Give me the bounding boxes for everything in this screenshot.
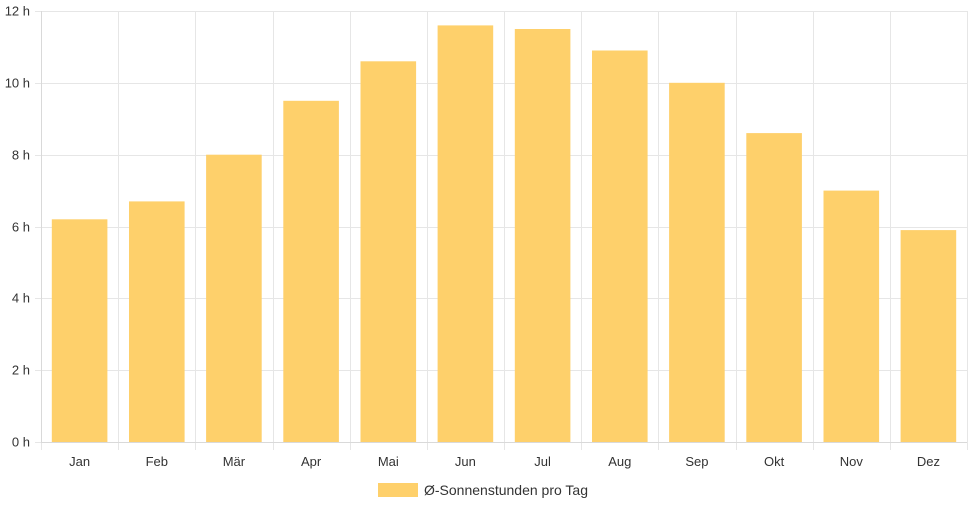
y-tick-label: 2 h [12, 363, 30, 378]
bars [51, 25, 957, 443]
bar-jul[interactable] [514, 29, 571, 442]
legend-swatch[interactable] [378, 483, 418, 497]
x-tick-label: Jan [69, 454, 90, 469]
bar-okt[interactable] [746, 133, 802, 442]
bar-mai[interactable] [360, 61, 417, 443]
bar-jun[interactable] [437, 25, 494, 443]
bar-aug[interactable] [592, 50, 648, 443]
y-tick-label: 12 h [5, 4, 30, 19]
x-tick-label: Mär [223, 454, 246, 469]
y-axis-ticks: 0 h 2 h 4 h 6 h 8 h 10 h 12 h [5, 4, 41, 450]
bar-apr[interactable] [283, 100, 339, 443]
x-tick-label: Sep [685, 454, 708, 469]
x-tick-label: Jun [455, 454, 476, 469]
y-tick-label: 10 h [5, 76, 30, 91]
x-tick-label: Okt [764, 454, 785, 469]
y-tick-label: 4 h [12, 291, 30, 306]
y-tick-label: 6 h [12, 220, 30, 235]
bar-sep[interactable] [669, 82, 725, 443]
bar-jan[interactable] [51, 219, 108, 442]
bar-feb[interactable] [129, 201, 185, 442]
x-tick-label: Dez [917, 454, 940, 469]
legend-label[interactable]: Ø-Sonnenstunden pro Tag [424, 482, 588, 498]
bar-dez[interactable] [900, 230, 957, 442]
grid-lines [41, 11, 968, 450]
x-tick-label: Mai [378, 454, 399, 469]
axes [41, 11, 967, 443]
bar-nov[interactable] [823, 190, 880, 442]
x-axis-ticks: Jan Feb Mär Apr Mai Jun Jul Aug Sep Okt Nov Dez [69, 454, 940, 469]
x-tick-label: Nov [840, 454, 864, 469]
y-tick-label: 8 h [12, 148, 30, 163]
y-tick-label: 0 h [12, 435, 30, 450]
bar-mär[interactable] [206, 154, 262, 442]
x-tick-label: Jul [534, 454, 551, 469]
x-tick-label: Apr [301, 454, 322, 469]
legend[interactable]: Ø-Sonnenstunden pro Tag [378, 482, 588, 498]
x-tick-label: Aug [608, 454, 631, 469]
x-tick-label: Feb [146, 454, 168, 469]
